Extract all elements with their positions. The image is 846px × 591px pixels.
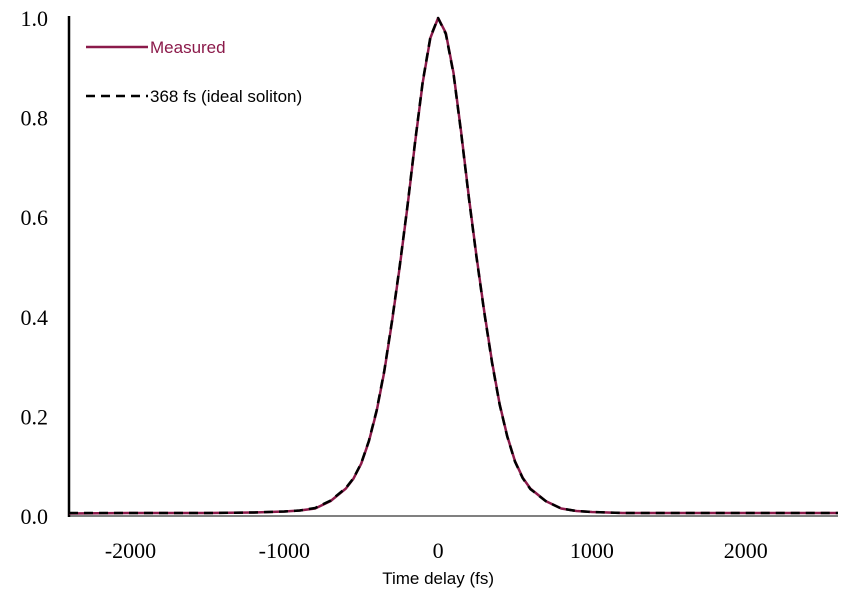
- y-tick-label: 0.4: [21, 305, 49, 330]
- y-tick-label: 0.2: [21, 404, 49, 429]
- x-tick-labels: -2000 -1000 0 1000 2000: [105, 538, 768, 563]
- x-tick-label: -1000: [259, 538, 310, 563]
- series-layer: [68, 16, 838, 515]
- legend: Measured 368 fs (ideal soliton): [86, 38, 302, 106]
- legend-label: Measured: [150, 38, 226, 57]
- x-tick-label: 1000: [570, 538, 614, 563]
- y-tick-label: 0.0: [21, 504, 49, 529]
- y-tick-labels: 0.0 0.2 0.4 0.6 0.8 1.0: [21, 6, 49, 529]
- x-tick-label: 2000: [724, 538, 768, 563]
- series-line-ideal-soliton: [69, 16, 838, 515]
- y-tick-label: 0.8: [21, 106, 49, 131]
- legend-label: 368 fs (ideal soliton): [150, 87, 302, 106]
- y-tick-label: 1.0: [21, 6, 49, 31]
- y-tick-label: 0.6: [21, 205, 49, 230]
- x-tick-label: 0: [433, 538, 444, 563]
- x-axis-title: Time delay (fs): [382, 569, 494, 588]
- x-tick-label: -2000: [105, 538, 156, 563]
